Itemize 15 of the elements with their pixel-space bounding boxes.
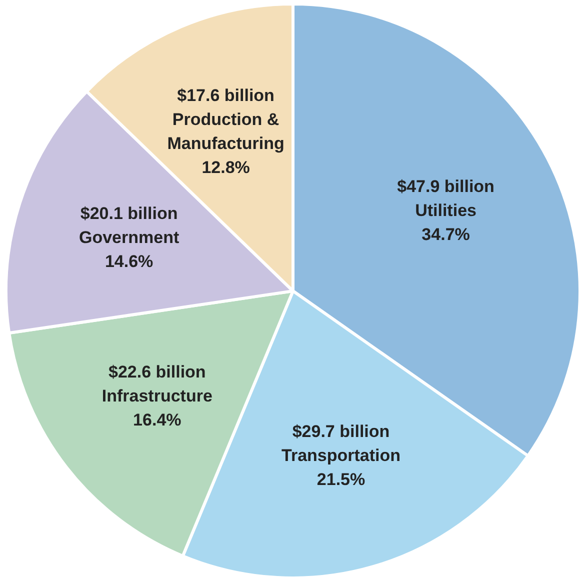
slice-label: Utilities bbox=[415, 201, 476, 220]
text: 12.8% bbox=[202, 158, 250, 178]
text: 21.5% bbox=[316, 470, 366, 490]
text: 14.6% bbox=[104, 252, 154, 271]
slice-label: Infrastructure bbox=[102, 386, 212, 406]
data-label: $29.7 billion bbox=[292, 422, 390, 442]
data-label: $17.6 billion bbox=[177, 86, 274, 106]
data-label: $22.6 billion bbox=[108, 362, 206, 382]
slice-label: Production & Manufacturing bbox=[167, 110, 284, 154]
text: 34.7% bbox=[422, 225, 470, 244]
data-label: $20.1 billion bbox=[80, 204, 178, 223]
data-label: $47.9 billion bbox=[397, 177, 494, 196]
text: 16.4% bbox=[133, 410, 182, 430]
slice-label: Transportation bbox=[281, 446, 401, 466]
slice-label: Government bbox=[78, 228, 180, 247]
